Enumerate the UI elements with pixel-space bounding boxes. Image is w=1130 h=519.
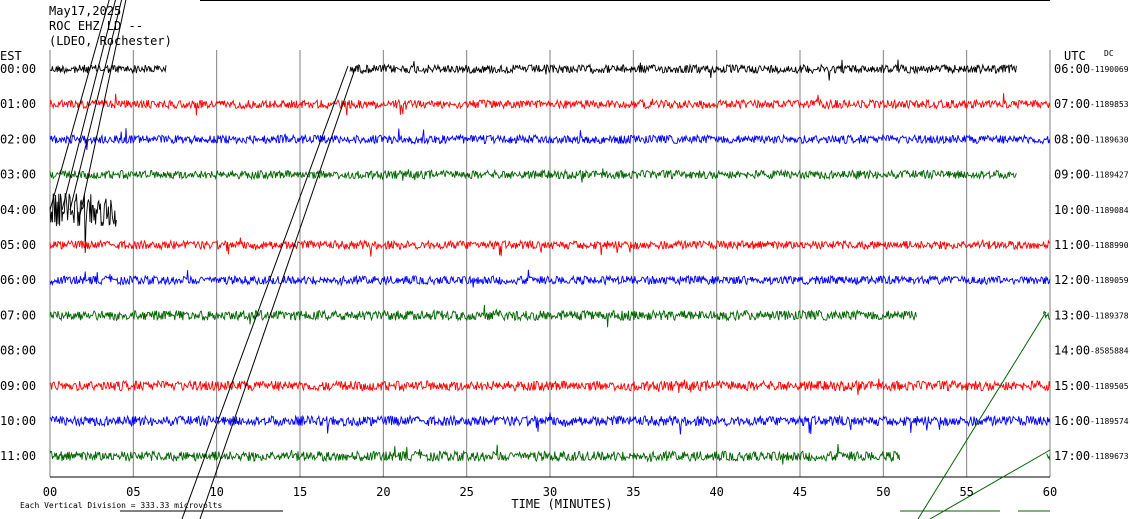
x-tick-label: 60 [1043, 485, 1057, 499]
utc-hour-label: 15:00 [1054, 379, 1090, 393]
network-label: (LDEO, Rochester) [49, 34, 172, 48]
dc-offset-label: -1189673 [1090, 452, 1129, 461]
dc-offset-labels: -1190069 -1189853 -1189630 -1189427 -1189084… [1090, 65, 1129, 461]
dc-column-label: DC [1104, 49, 1114, 58]
est-hour-label: 10:00 [0, 414, 36, 428]
dc-offset-label: -1189059 [1090, 276, 1129, 285]
utc-hour-label: 14:00 [1054, 344, 1090, 358]
offscale-line [917, 311, 1047, 519]
trace-line [49, 64, 167, 75]
dc-offset-label: -1189630 [1090, 135, 1129, 144]
vertical-division-note: Each Vertical Division = 333.33 microvol… [20, 501, 222, 510]
est-hour-label: 07:00 [0, 308, 36, 322]
x-tick-labels: 00 05 10 15 20 25 30 35 40 45 50 55 60 [43, 485, 1057, 499]
dc-offset-label: -1189084 [1090, 206, 1129, 215]
x-tick-label: 05 [126, 485, 140, 499]
offscale-lines [49, 0, 1051, 519]
utc-axis-label: UTC [1064, 49, 1086, 63]
est-hour-label: 04:00 [0, 203, 36, 217]
x-tick-label: 50 [876, 485, 890, 499]
utc-hour-label: 08:00 [1054, 132, 1090, 146]
offscale-line [61, 0, 116, 211]
chart-date-title: May17,2025 [49, 4, 121, 18]
trace-line [1042, 310, 1051, 321]
trace-line [49, 93, 1051, 116]
offscale-line [49, 0, 110, 211]
dc-offset-label: -1188990 [1090, 241, 1129, 250]
est-hour-label: 00:00 [0, 62, 36, 76]
offscale-line [79, 0, 127, 216]
utc-hour-label: 11:00 [1054, 238, 1090, 252]
offscale-line [929, 449, 1051, 519]
utc-hour-label: 07:00 [1054, 97, 1090, 111]
utc-hour-labels: 06:00 07:00 08:00 09:00 10:00 11:00 12:00 13:00… [1054, 62, 1090, 463]
x-tick-label: 25 [459, 485, 473, 499]
trace-line [49, 443, 901, 465]
trace-line [49, 237, 1051, 257]
trace-line [49, 128, 1051, 150]
est-axis-label: EST [0, 49, 22, 63]
est-hour-label: 05:00 [0, 238, 36, 252]
trace-line [49, 412, 1051, 435]
trace-line [1046, 453, 1051, 461]
offscale-line [181, 65, 349, 519]
dc-offset-label: -1189427 [1090, 171, 1129, 180]
trace-line [349, 59, 1017, 81]
dc-offset-label: -1189505 [1090, 382, 1129, 391]
trace-line [49, 378, 1051, 396]
trace-line [49, 304, 917, 328]
est-hour-label: 02:00 [0, 132, 36, 146]
station-label: ROC EHZ LD -- [49, 19, 143, 33]
x-tick-label: 20 [376, 485, 390, 499]
utc-hour-label: 09:00 [1054, 168, 1090, 182]
offscale-line [199, 65, 357, 519]
chart-grid [49, 0, 1051, 478]
est-hour-label: 11:00 [0, 449, 36, 463]
utc-hour-label: 17:00 [1054, 449, 1090, 463]
est-hour-label: 08:00 [0, 344, 36, 358]
utc-hour-label: 10:00 [1054, 203, 1090, 217]
dc-offset-label: -1189378 [1090, 311, 1129, 320]
x-tick-label: 30 [543, 485, 557, 499]
x-tick-label: 10 [209, 485, 223, 499]
utc-hour-label: 12:00 [1054, 273, 1090, 287]
est-hour-label: 09:00 [0, 379, 36, 393]
dc-offset-label: -1190069 [1090, 65, 1129, 74]
dc-offset-label: -1189574 [1090, 417, 1129, 426]
trace-line [49, 269, 1051, 288]
trace-line [49, 168, 1017, 183]
x-tick-label: 35 [626, 485, 640, 499]
trace-line [49, 193, 117, 253]
est-hour-label: 06:00 [0, 273, 36, 287]
x-tick-label: 45 [793, 485, 807, 499]
dc-offset-label: -1189853 [1090, 100, 1129, 109]
offscale-line [69, 0, 123, 211]
seismic-traces [49, 59, 1051, 465]
x-axis-title: TIME (MINUTES) [511, 497, 612, 511]
x-tick-label: 00 [43, 485, 57, 499]
utc-hour-label: 06:00 [1054, 62, 1090, 76]
x-tick-label: 15 [293, 485, 307, 499]
est-hour-label: 03:00 [0, 168, 36, 182]
dc-offset-label: -8585884 [1090, 347, 1129, 356]
utc-hour-label: 16:00 [1054, 414, 1090, 428]
utc-hour-label: 13:00 [1054, 308, 1090, 322]
x-tick-label: 40 [709, 485, 723, 499]
est-hour-labels: 00:00 01:00 02:00 03:00 04:00 05:00 06:00 07:00… [0, 62, 36, 463]
est-hour-label: 01:00 [0, 97, 36, 111]
x-tick-label: 55 [959, 485, 973, 499]
